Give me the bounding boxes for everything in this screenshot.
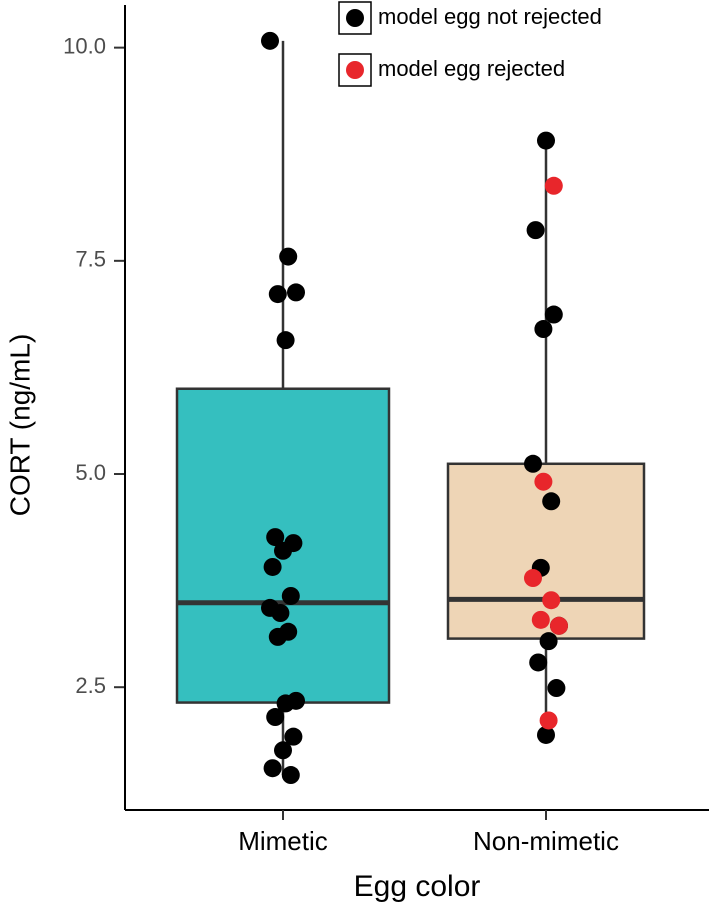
data-point [539, 711, 558, 730]
data-point [534, 472, 553, 491]
data-point [266, 708, 285, 727]
legend-label: model egg rejected [378, 56, 565, 81]
legend-marker [346, 9, 364, 27]
data-point [534, 320, 553, 339]
data-point [539, 632, 558, 651]
data-point [537, 131, 555, 150]
data-point [261, 598, 279, 617]
x-tick-label: Mimetic [238, 826, 328, 856]
data-point [263, 759, 282, 778]
data-point [547, 679, 566, 698]
x-tick-label: Non-mimetic [473, 826, 619, 856]
x-axis-title: Egg color [354, 870, 481, 903]
data-point [529, 653, 548, 672]
data-point [537, 725, 555, 744]
data-point [544, 305, 563, 324]
data-point [281, 766, 300, 785]
data-point [287, 283, 305, 302]
y-axis-title: CORT (ng/mL) [4, 334, 35, 517]
y-tick-label: 5.0 [75, 460, 106, 485]
data-point [542, 591, 561, 610]
data-point [550, 616, 568, 635]
data-point [524, 454, 542, 473]
data-point [279, 247, 298, 266]
data-point [263, 557, 282, 576]
data-point [284, 727, 303, 746]
y-tick-label: 7.5 [75, 247, 106, 272]
data-point [268, 627, 287, 646]
data-point [261, 31, 279, 50]
data-point [268, 285, 287, 304]
legend-label: model egg not rejected [378, 4, 602, 29]
data-point [531, 610, 550, 629]
data-point [274, 541, 292, 560]
y-tick-label: 2.5 [75, 673, 106, 698]
y-tick-label: 10.0 [63, 33, 106, 58]
data-point [274, 741, 292, 760]
data-point [281, 586, 300, 605]
data-point [544, 176, 563, 195]
data-point [524, 569, 542, 588]
legend-marker [346, 61, 364, 79]
data-point [526, 221, 545, 240]
data-point [276, 331, 295, 350]
data-point [266, 528, 285, 547]
data-point [542, 492, 561, 511]
data-point [276, 694, 295, 713]
